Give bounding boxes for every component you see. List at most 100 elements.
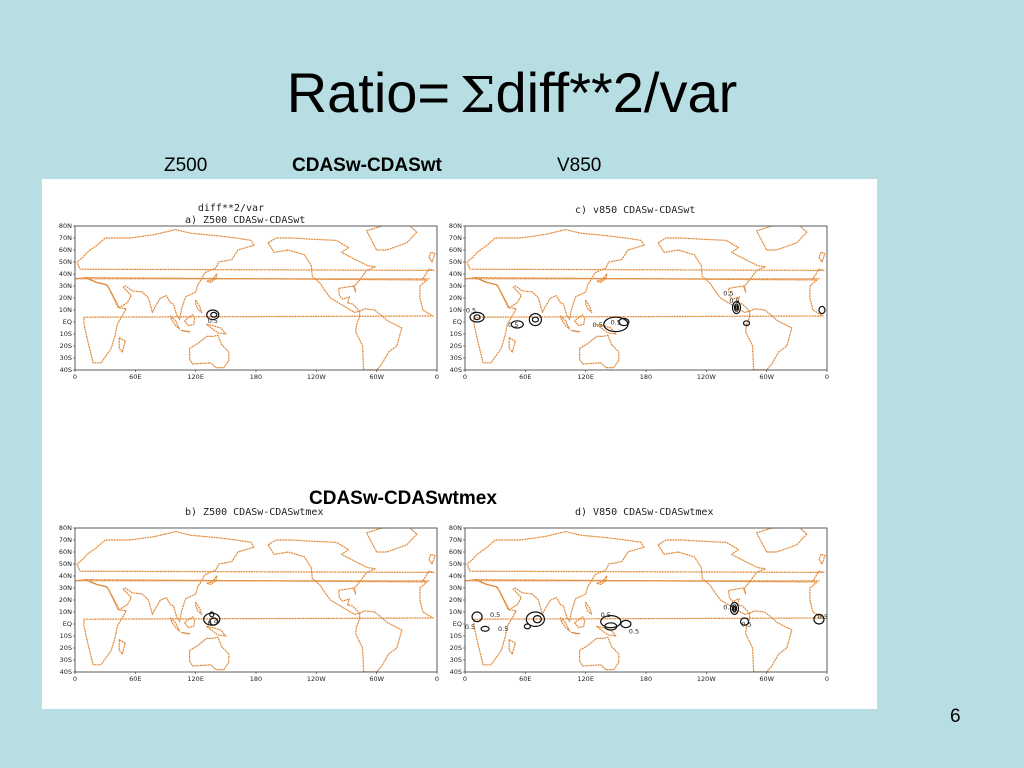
lat-label: 20S: [450, 342, 462, 350]
coastline: [818, 553, 826, 565]
coastline: [83, 277, 434, 364]
panel-d-map: d) V850 CDASw-CDASwtmex 0.5 0.5 0.5 0.5 0.5 0.…: [449, 507, 829, 683]
coastline: [745, 610, 793, 672]
coastline: [184, 616, 196, 629]
ratio-contour: [209, 617, 219, 626]
coastline: [756, 528, 808, 553]
lon-label: 0: [825, 373, 829, 381]
slide-number: 6: [950, 706, 961, 727]
coastline: [579, 334, 620, 369]
lon-label: 120E: [577, 373, 594, 381]
ratio-contour: [732, 605, 737, 611]
lat-label: 30S: [60, 656, 72, 664]
contour-label: 0.5: [465, 623, 475, 631]
ratio-contour: [473, 314, 481, 321]
ratio-contour: [480, 625, 490, 632]
lat-label: 10S: [450, 330, 462, 338]
lon-label: 0: [825, 675, 829, 683]
lon-label: 0: [463, 373, 467, 381]
coastline-layer: [75, 226, 436, 370]
lat-label: 10N: [449, 608, 462, 616]
lat-label: 50N: [449, 560, 462, 568]
coastline: [355, 610, 403, 672]
coastline: [181, 329, 191, 333]
lat-label: 70N: [59, 234, 72, 242]
coastline: [75, 531, 435, 623]
coastline: [585, 299, 593, 313]
panel-title: d) V850 CDASw-CDASwtmex: [575, 507, 713, 518]
coastline: [355, 308, 403, 370]
slide-title: Ratio= Σdiff**2/var: [0, 58, 1024, 130]
lat-label: 50N: [449, 258, 462, 266]
ratio-contour: [471, 611, 483, 623]
lat-label: 30S: [60, 354, 72, 362]
lon-label: 120W: [697, 373, 716, 381]
lat-label: 70N: [449, 536, 462, 544]
lat-label: 60N: [59, 246, 72, 254]
lat-label: 70N: [59, 536, 72, 544]
coastline: [267, 237, 377, 313]
coastline: [366, 528, 418, 553]
coastline: [574, 616, 586, 629]
lat-label: 80N: [59, 524, 72, 532]
ratio-contour: [525, 611, 546, 627]
lon-label: 180: [250, 675, 262, 683]
lat-label: 10N: [59, 608, 72, 616]
lat-label: 20S: [450, 644, 462, 652]
lat-label: 20N: [59, 596, 72, 604]
lat-label: 30N: [59, 282, 72, 290]
lat-label: EQ: [453, 318, 462, 326]
lat-label: 20N: [59, 294, 72, 302]
lat-label: EQ: [63, 318, 72, 326]
coastline: [169, 617, 181, 632]
coastline-layer: [465, 226, 826, 370]
ratio-contour: [600, 614, 622, 629]
lat-label: EQ: [63, 620, 72, 628]
ratio-contour: [604, 622, 618, 631]
sigma-symbol: Σ: [460, 66, 496, 124]
lon-label: 0: [73, 675, 77, 683]
coastline: [585, 601, 593, 615]
coastline: [118, 337, 126, 353]
coastline: [195, 299, 203, 313]
coastline: [366, 226, 418, 251]
lat-label: 60N: [449, 548, 462, 556]
coastline: [83, 579, 434, 666]
coastline: [267, 539, 377, 615]
ratio-contour: [510, 320, 524, 329]
coastline: [574, 314, 586, 327]
bottom-experiment-label: CDASw-CDASwtmex: [309, 488, 497, 509]
lat-label: 80N: [449, 524, 462, 532]
panel-b-map: b) Z500 CDASw-CDASwtmex 0.5 80N 70N 60N 50N 40…: [59, 507, 439, 683]
panel-d: d) V850 CDASw-CDASwtmex 0.5 0.5 0.5 0.5 0.5 0.…: [440, 503, 830, 683]
coastline: [118, 639, 126, 655]
coastline: [559, 315, 571, 330]
lat-label: EQ: [453, 620, 462, 628]
coastline: [559, 617, 571, 632]
lat-label: 30N: [59, 584, 72, 592]
lon-label: 60W: [759, 675, 774, 683]
coastline: [571, 329, 581, 333]
lat-label: 20N: [449, 294, 462, 302]
lon-label: 60W: [759, 373, 774, 381]
ratio-contour: [209, 611, 215, 618]
lat-label: 40S: [60, 366, 72, 374]
plot-frame: [464, 225, 828, 371]
coastline: [169, 315, 181, 330]
lat-label: 10N: [59, 306, 72, 314]
ratio-contour: [531, 316, 540, 323]
lon-label: 120E: [577, 675, 594, 683]
panel-a: diff**2/var a) Z500 CDASw-CDASwt 0.5 80N 70N…: [50, 201, 440, 381]
ratio-contour: [818, 305, 826, 315]
lat-label: 40S: [450, 366, 462, 374]
coastline: [428, 251, 436, 263]
lon-label: 120W: [697, 675, 716, 683]
contour-label: 0.5: [498, 625, 508, 633]
coastline: [657, 539, 767, 615]
lat-label: 30N: [449, 282, 462, 290]
plot-frame: [74, 527, 438, 673]
contour-label: 0.5: [208, 619, 218, 627]
contour-label: 0.5: [729, 297, 739, 305]
ratio-contour: [469, 311, 485, 323]
lat-label: 10S: [60, 632, 72, 640]
